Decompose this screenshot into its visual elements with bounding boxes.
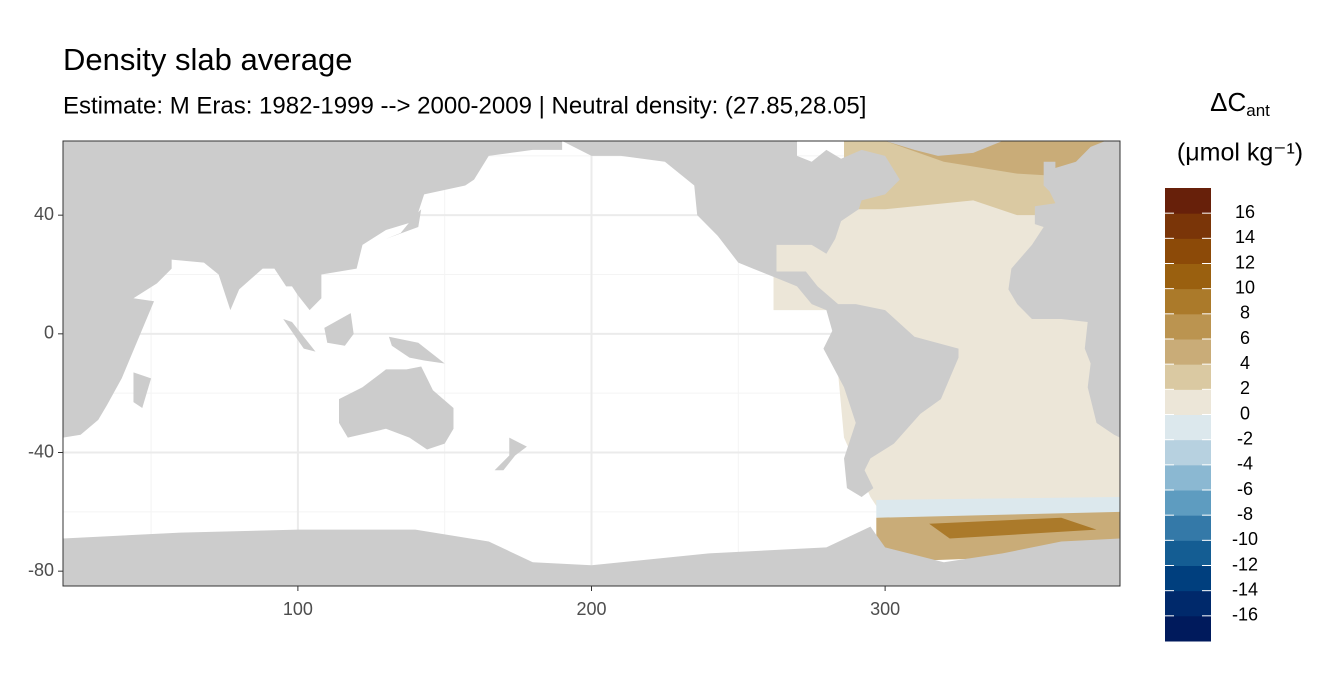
- legend-color-bin: [1165, 590, 1211, 617]
- land: [324, 313, 354, 346]
- y-tick-label: -40: [28, 441, 54, 461]
- land: [388, 336, 445, 364]
- legend-tick-label: 2: [1240, 378, 1250, 398]
- map-panel: [63, 141, 1120, 586]
- y-tick-label: -80: [28, 560, 54, 580]
- legend-color-bin: [1165, 490, 1211, 516]
- land: [1043, 161, 1056, 186]
- land: [63, 141, 563, 438]
- legend-color-bin: [1165, 188, 1211, 214]
- southern-field: [876, 497, 1120, 518]
- legend-tick-label: 14: [1235, 227, 1255, 247]
- legend-tick-label: -2: [1237, 428, 1253, 448]
- legend-color-bin: [1165, 540, 1211, 566]
- legend-color-bin: [1165, 414, 1211, 441]
- southern-field: [929, 517, 1097, 539]
- chart-title: Density slab average: [63, 42, 353, 77]
- legend-color-bin: [1165, 313, 1211, 340]
- legend-title-subscript: ant: [1246, 101, 1270, 120]
- legend-color-bin: [1165, 364, 1211, 390]
- land: [338, 366, 454, 450]
- chart-subtitle: Estimate: M Eras: 1982-1999 --> 2000-200…: [63, 92, 866, 119]
- legend-color-bin: [1165, 615, 1211, 642]
- legend-tick-label: -16: [1232, 605, 1258, 625]
- legend-tick-label: 8: [1240, 303, 1250, 323]
- legend-tick-label: 16: [1235, 202, 1255, 222]
- legend-color-bin: [1165, 288, 1211, 315]
- x-tick-label: 200: [576, 599, 606, 619]
- legend-color-bin: [1165, 389, 1211, 415]
- legend-tick-label: 12: [1235, 252, 1255, 272]
- legend-tick-label: -6: [1237, 479, 1253, 499]
- legend-tick-label: -4: [1237, 454, 1253, 474]
- land: [1008, 141, 1120, 438]
- legend-color-bin: [1165, 565, 1211, 592]
- legend-color-bin: [1165, 439, 1211, 466]
- legend-color-bin: [1165, 464, 1211, 491]
- legend-color-bin: [1165, 213, 1211, 239]
- land: [63, 526, 1120, 586]
- land: [562, 141, 959, 497]
- legend-color-bin: [1165, 515, 1211, 541]
- legend-tick-label: 6: [1240, 328, 1250, 348]
- y-tick-label: 0: [44, 323, 54, 343]
- land: [133, 372, 152, 408]
- legend-tick-label: 10: [1235, 277, 1255, 297]
- legend-tick-label: 0: [1240, 403, 1250, 423]
- land: [885, 141, 1003, 156]
- legend-tick-label: -12: [1232, 554, 1258, 574]
- y-tick-label: 40: [34, 204, 54, 224]
- legend-color-bin: [1165, 263, 1211, 290]
- legend-color-bin: [1165, 238, 1211, 264]
- legend-tick-label: -14: [1232, 579, 1258, 599]
- legend-title-main: ΔC: [1210, 87, 1246, 117]
- land: [283, 319, 316, 352]
- legend-tick-label: 4: [1240, 353, 1250, 373]
- land: [494, 437, 527, 471]
- legend-color-bin: [1165, 339, 1211, 365]
- x-tick-label: 300: [870, 599, 900, 619]
- legend-tick-label: -10: [1232, 529, 1258, 549]
- legend-tick-label: -8: [1237, 504, 1253, 524]
- x-tick-label: 100: [283, 599, 313, 619]
- land: [385, 209, 422, 239]
- legend-unit: (μmol kg⁻¹): [1177, 139, 1303, 167]
- legend: 16 14 12 10 8 6 4 2 0 -2 -4 -6 -8 -10 -12 -14 -16: [1165, 188, 1258, 642]
- legend-title: ΔCant: [1210, 87, 1270, 121]
